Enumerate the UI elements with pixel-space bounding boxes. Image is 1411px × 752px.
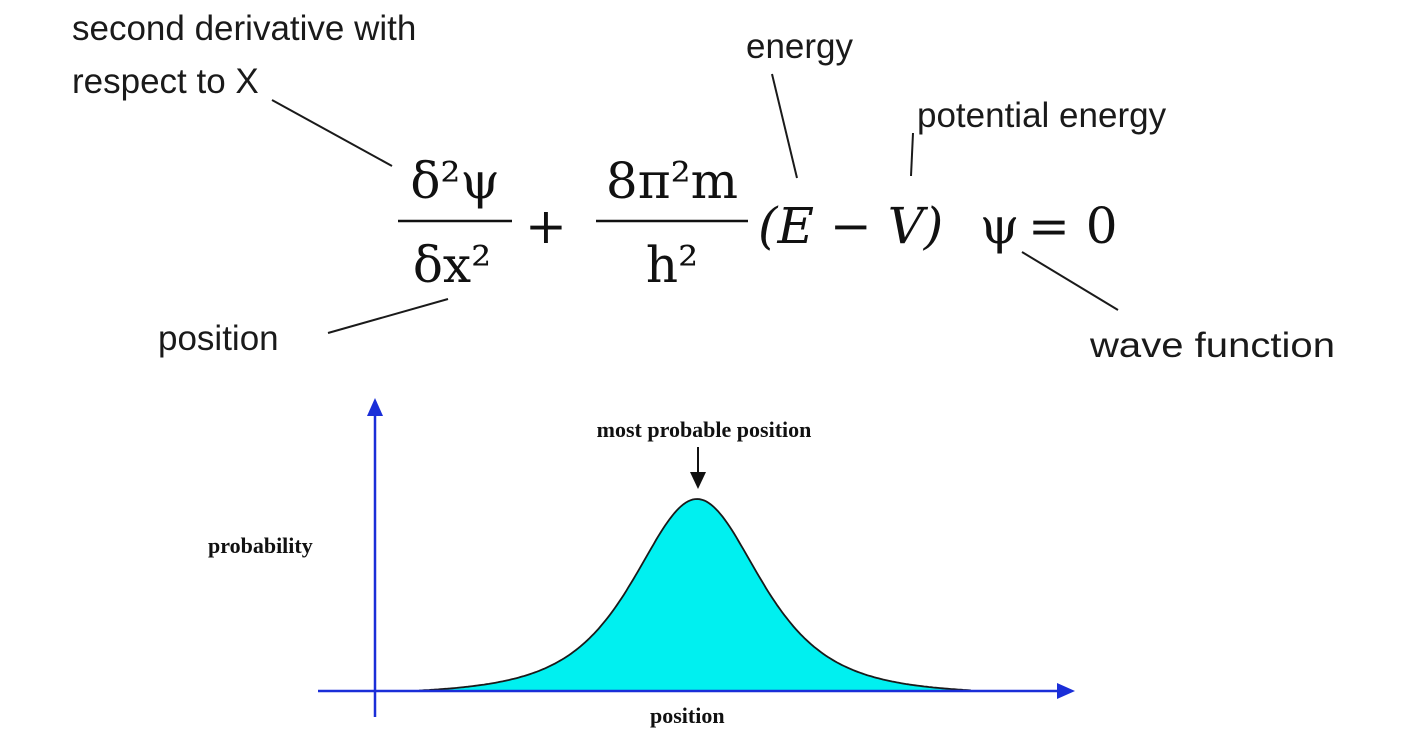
annotation-group: second derivative with respect to X ener… [72, 9, 1335, 365]
schrodinger-equation: δ²ψ δx² + 8π²m h² (E − V) ψ = 0 [398, 152, 1118, 294]
probability-density-area [419, 498, 971, 692]
position-leader-line [327, 298, 449, 334]
equation-plus: + [525, 197, 567, 255]
x-axis-label: position [650, 703, 725, 728]
energy-leader-line [771, 73, 798, 179]
potential-energy-label: potential energy [917, 96, 1167, 135]
peak-annotation-label: most probable position [597, 417, 812, 442]
potential-energy-leader-line [910, 132, 914, 177]
y-axis-label: probability [208, 533, 313, 558]
equation-denominator-right: h² [646, 236, 698, 294]
wave-function-label: wave function [1089, 326, 1335, 365]
equation-denominator-left: δx² [413, 236, 491, 294]
wave-function-leader-line [1021, 251, 1119, 311]
probability-chart: probability position most probable posit… [208, 398, 1075, 728]
peak-arrow-head [690, 472, 706, 489]
equation-bracket-term: (E − V) [758, 197, 943, 255]
y-axis-arrowhead [367, 398, 383, 416]
equation-numerator-left: δ²ψ [410, 152, 499, 210]
second-derivative-leader-line [271, 99, 393, 167]
position-label: position [158, 319, 279, 358]
energy-label: energy [746, 27, 854, 66]
second-derivative-label-line2: respect to X [72, 62, 259, 101]
equation-numerator-right: 8π²m [606, 152, 738, 210]
x-axis-arrowhead [1057, 683, 1075, 699]
second-derivative-label-line1: second derivative with [72, 9, 416, 48]
equation-psi: ψ [980, 197, 1019, 255]
equation-equals-zero: = 0 [1028, 197, 1118, 255]
